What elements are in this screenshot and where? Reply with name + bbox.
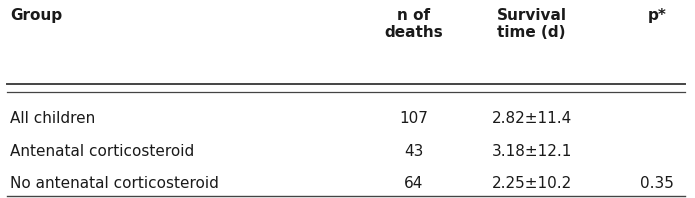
Text: Antenatal corticosteroid: Antenatal corticosteroid	[10, 144, 195, 159]
Text: 43: 43	[404, 144, 423, 159]
Text: Group: Group	[10, 8, 63, 23]
Text: p*: p*	[647, 8, 667, 23]
Text: All children: All children	[10, 111, 96, 126]
Text: 3.18±12.1: 3.18±12.1	[491, 144, 572, 159]
Text: 2.82±11.4: 2.82±11.4	[491, 111, 572, 126]
Text: Survival
time (d): Survival time (d)	[497, 8, 566, 40]
Text: n of
deaths: n of deaths	[384, 8, 443, 40]
Text: 2.25±10.2: 2.25±10.2	[491, 176, 572, 191]
Text: No antenatal corticosteroid: No antenatal corticosteroid	[10, 176, 220, 191]
Text: 64: 64	[404, 176, 423, 191]
Text: 0.35: 0.35	[640, 176, 673, 191]
Text: 107: 107	[399, 111, 428, 126]
